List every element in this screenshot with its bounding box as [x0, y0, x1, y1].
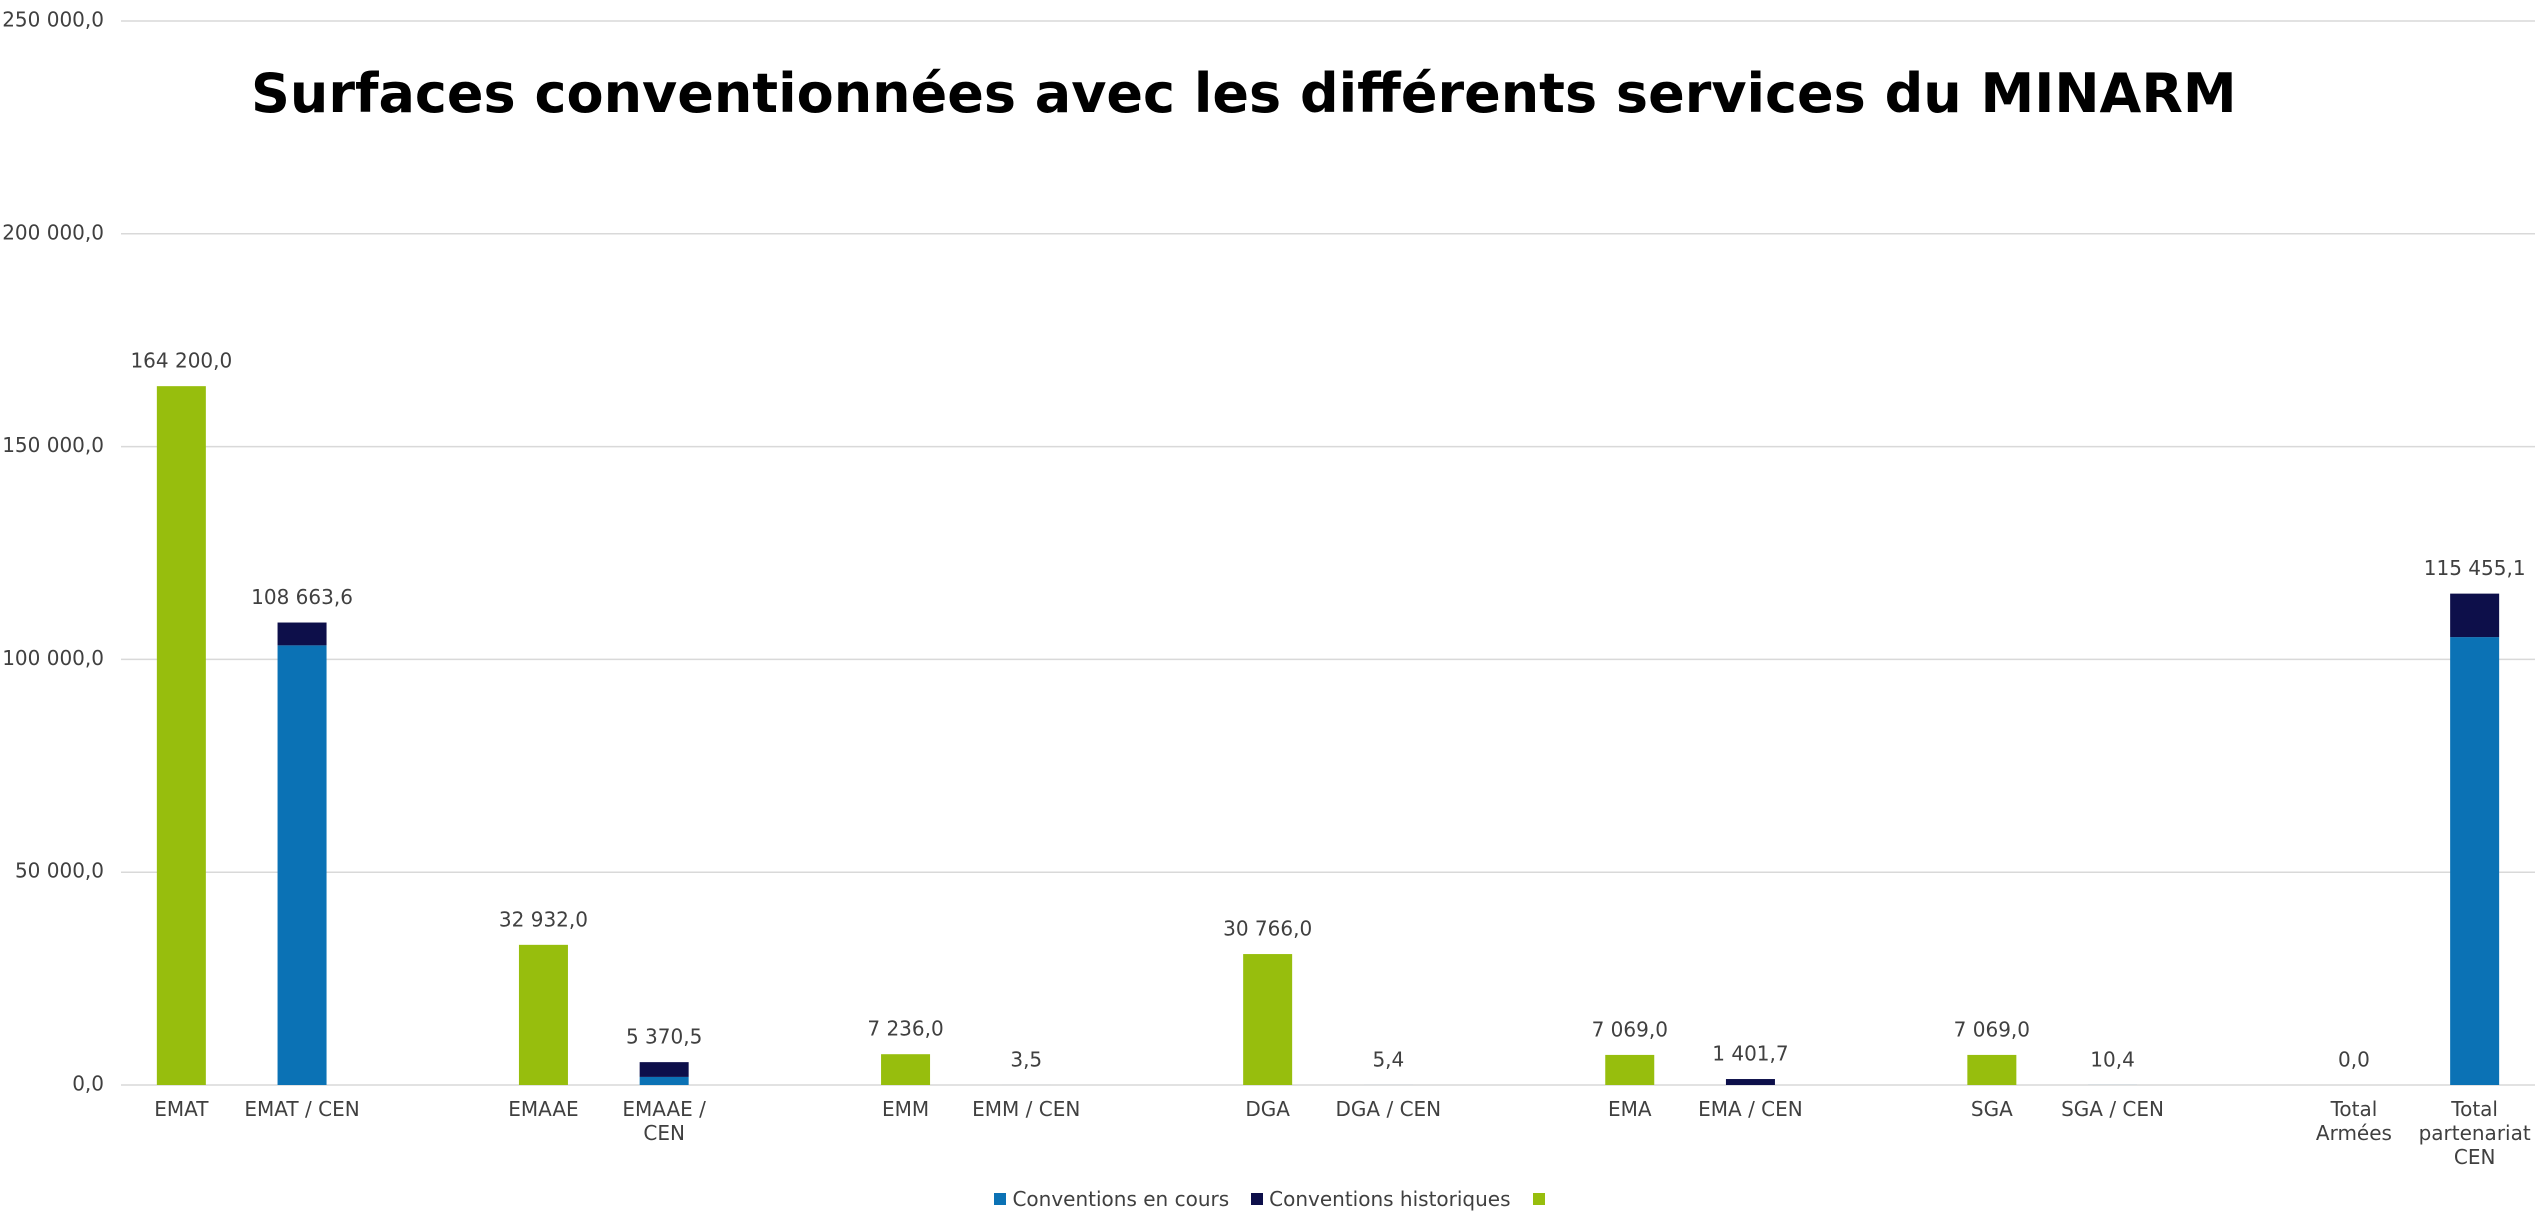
- data-label: 30 766,0: [1223, 917, 1312, 941]
- x-tick-label: EMAAE / CEN: [622, 1097, 706, 1145]
- data-label: 3,5: [1010, 1047, 1042, 1071]
- y-tick-label: 100 000,0: [2, 646, 104, 670]
- y-tick-label: 250 000,0: [2, 8, 104, 32]
- data-label: 32 932,0: [499, 907, 588, 931]
- y-tick-label: 200 000,0: [2, 220, 104, 244]
- data-label: 10,4: [2090, 1047, 2135, 1071]
- data-label: 7 069,0: [1954, 1017, 2030, 1041]
- bar: [518, 944, 568, 1085]
- chart-title: Surfaces conventionnées avec les différe…: [251, 62, 2237, 125]
- legend-swatch: [1251, 1193, 1264, 1205]
- data-label: 115 455,1: [2424, 556, 2526, 580]
- data-label: 5 370,5: [626, 1025, 702, 1049]
- bar: [1967, 1054, 2017, 1085]
- bar: [2450, 637, 2500, 1085]
- legend-swatch: [994, 1193, 1007, 1205]
- legend-item: Conventions en cours: [994, 1186, 1229, 1212]
- bar: [881, 1054, 931, 1085]
- data-label: 7 236,0: [867, 1017, 943, 1041]
- x-tick-label: EMAAE: [508, 1097, 579, 1121]
- x-tick-label: EMM / CEN: [972, 1097, 1081, 1121]
- y-tick-label: 50 000,0: [15, 859, 104, 883]
- legend-item: Conventions historiques: [1251, 1186, 1511, 1212]
- data-label: 7 069,0: [1592, 1017, 1668, 1041]
- data-label: 0,0: [2338, 1048, 2370, 1072]
- x-tick-label: Total partenariat CEN: [2418, 1097, 2531, 1169]
- x-tick-label: Total Armées: [2315, 1097, 2392, 1145]
- x-tick-label: SGA: [1970, 1097, 2013, 1121]
- bar: [1725, 1079, 1775, 1085]
- x-tick-label: EMA / CEN: [1698, 1097, 1803, 1121]
- bar: [639, 1062, 689, 1077]
- bar: [639, 1076, 689, 1085]
- legend-label: Conventions en cours: [1012, 1187, 1230, 1211]
- bar: [156, 386, 206, 1085]
- data-label: 164 200,0: [130, 349, 232, 373]
- data-label: 5,4: [1372, 1047, 1404, 1071]
- legend-label: Conventions historiques: [1269, 1187, 1511, 1211]
- x-tick-label: EMAT / CEN: [244, 1097, 360, 1121]
- bar: [277, 645, 327, 1085]
- x-tick-label: DGA: [1245, 1097, 1290, 1121]
- x-tick-label: SGA / CEN: [2061, 1097, 2164, 1121]
- x-tick-label: EMAT: [154, 1097, 209, 1121]
- legend-swatch: [1532, 1193, 1545, 1205]
- y-tick-label: 150 000,0: [2, 433, 104, 457]
- bar: [277, 622, 327, 646]
- x-tick-label: EMA: [1607, 1097, 1652, 1121]
- bar: [1605, 1054, 1655, 1085]
- y-tick-label: 0,0: [72, 1072, 104, 1096]
- data-label: 108 663,6: [251, 585, 353, 609]
- x-tick-label: EMM: [881, 1097, 930, 1121]
- x-tick-label: DGA / CEN: [1335, 1097, 1442, 1121]
- bar: [2450, 593, 2500, 638]
- data-label: 1 401,7: [1712, 1042, 1788, 1066]
- bar: [1243, 954, 1293, 1085]
- legend: Conventions en cours Conventions historiq…: [0, 1186, 2539, 1212]
- legend-item: [1532, 1186, 1545, 1212]
